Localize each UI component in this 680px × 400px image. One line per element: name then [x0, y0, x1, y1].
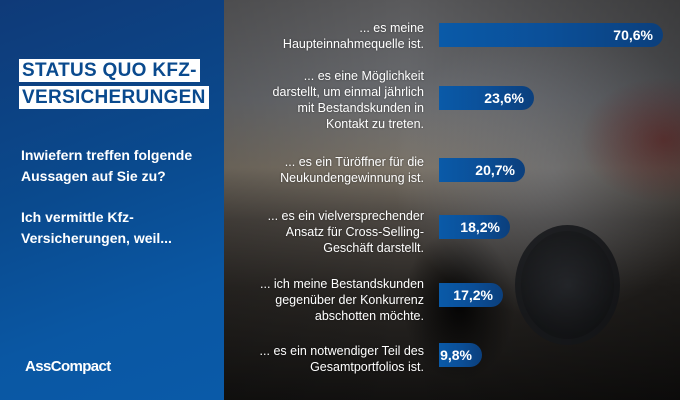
- row-label: ... es meine Haupteinnahmequelle ist.: [282, 21, 424, 51]
- chart-subtitle: Inwiefern treffen folgende Aussagen auf …: [21, 145, 216, 269]
- left-info-panel: STATUS QUO KFZ- VERSICHERUNGEN Inwiefern…: [0, 0, 224, 400]
- row-label: ... es ein Türöffner für die Neukundenge…: [280, 155, 424, 185]
- row-label: ... es eine Möglichkeit darstellt, um ei…: [272, 69, 424, 131]
- bar: 20,7%: [439, 158, 525, 182]
- row-label: ... ich meine Bestandskunden gegenüber d…: [260, 277, 424, 323]
- bar: 18,2%: [439, 215, 510, 239]
- car-wheel-graphic: [515, 225, 620, 345]
- bar-chart: ... es meine Haupteinnahmequelle ist. 70…: [224, 0, 680, 400]
- intro-text: Ich vermittle Kfz-Versicherungen, weil..…: [21, 209, 172, 246]
- title-line-2: VERSICHERUNGEN: [19, 86, 209, 109]
- bar: 23,6%: [439, 86, 534, 110]
- bar: 70,6%: [439, 23, 663, 47]
- photo-shade-overlay: [224, 0, 680, 400]
- chart-title: STATUS QUO KFZ- VERSICHERUNGEN: [19, 59, 209, 113]
- question-text: Inwiefern treffen folgende Aussagen auf …: [21, 147, 193, 184]
- row-label: ... es ein notwendiger Teil des Gesamtpo…: [259, 344, 424, 374]
- car-background-photo: [224, 0, 680, 400]
- bar: 9,8%: [439, 343, 482, 367]
- title-line-1: STATUS QUO KFZ-: [19, 59, 200, 82]
- row-label: ... es ein vielversprechender Ansatz für…: [267, 209, 424, 255]
- asscompact-logo: AssCompact: [25, 358, 111, 375]
- bar: 17,2%: [439, 283, 503, 307]
